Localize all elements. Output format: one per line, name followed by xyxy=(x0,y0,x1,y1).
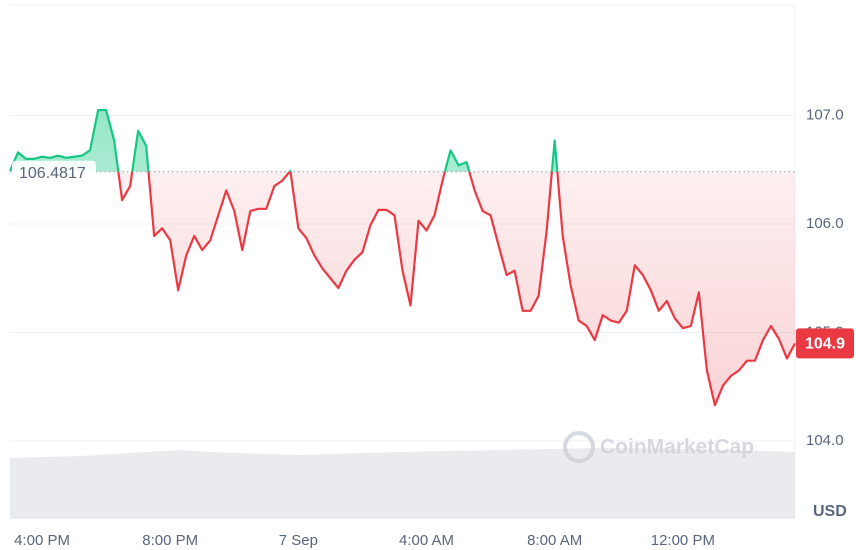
x-tick-label: 12:00 PM xyxy=(651,532,715,549)
last-price-label: 104.9 xyxy=(805,336,845,353)
x-tick-label: 4:00 PM xyxy=(14,532,70,549)
y-tick-label: 106.0 xyxy=(806,215,844,232)
price-line-down xyxy=(117,171,796,407)
y-tick-label: 107.0 xyxy=(806,106,844,123)
watermark: CoinMarketCap xyxy=(563,431,754,463)
volume-band xyxy=(10,448,795,518)
x-tick-label: 7 Sep xyxy=(279,532,318,549)
last-price-badge xyxy=(796,328,854,359)
area-down xyxy=(10,171,795,406)
x-tick-label: 8:00 PM xyxy=(142,532,198,549)
watermark-text: CoinMarketCap xyxy=(600,436,754,459)
x-tick-label: 8:00 AM xyxy=(527,532,582,549)
baseline-label-bg xyxy=(12,160,96,183)
unit-label: USD xyxy=(813,503,847,520)
x-tick-label: 4:00 AM xyxy=(399,532,454,549)
baseline-label: 106.4817 xyxy=(19,165,86,182)
y-tick-label: 104.0 xyxy=(806,432,844,449)
price-line-up xyxy=(8,108,559,172)
